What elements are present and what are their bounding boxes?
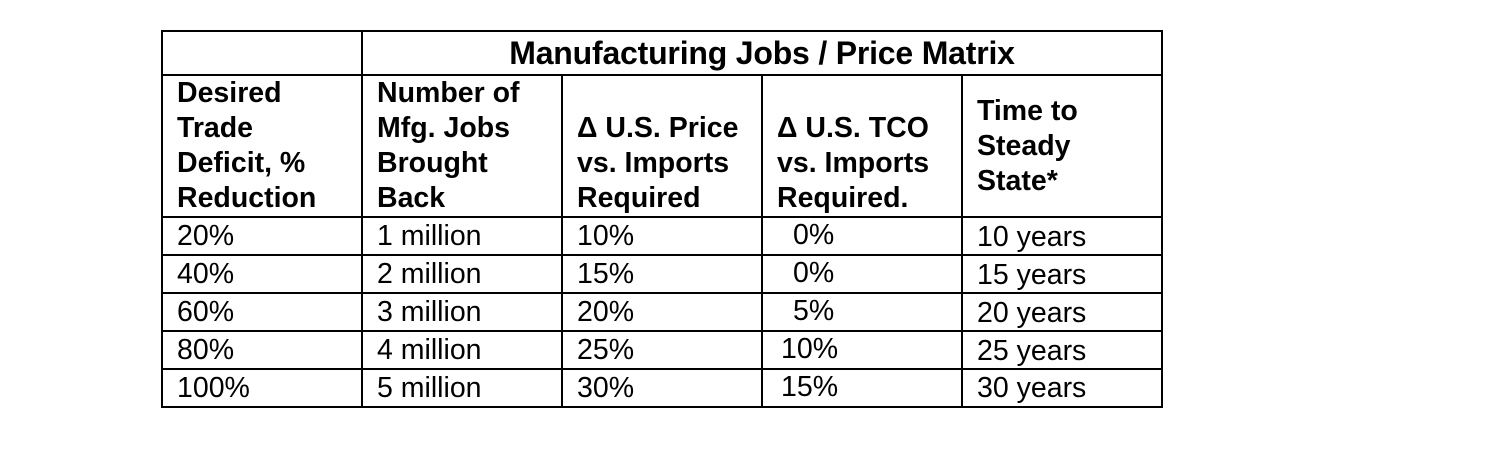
cell-jobs: 3 million (361, 292, 563, 332)
empty-corner-cell (161, 30, 363, 76)
table-row: 20% 1 million 10% 0% 10 years (161, 216, 1163, 256)
cell-jobs: 4 million (361, 330, 563, 370)
cell-price-delta: 10% (561, 216, 763, 256)
table-title: Manufacturing Jobs / Price Matrix (361, 30, 1163, 76)
cell-deficit-reduction: 40% (161, 254, 363, 294)
header-line: Time to (977, 94, 1078, 127)
header-price-delta: Δ U.S. Price vs. Imports Required (561, 74, 763, 218)
header-line: Required (577, 182, 701, 214)
header-line: Desired (177, 77, 282, 109)
header-jobs-brought-back: Number of Mfg. Jobs Brought Back (361, 74, 563, 218)
title-row: Manufacturing Jobs / Price Matrix (161, 30, 1163, 76)
cell-time: 30 years (961, 368, 1163, 408)
header-time-to-steady-state: Time to Steady State* (961, 74, 1163, 218)
header-tco-delta: Δ U.S. TCO vs. Imports Required. (761, 74, 963, 218)
cell-time: 25 years (961, 330, 1163, 370)
header-row: Desired Trade Deficit, % Reduction Numbe… (161, 74, 1163, 218)
cell-tco-delta: 5% (761, 292, 963, 332)
header-line: Deficit, % (177, 147, 306, 179)
header-line: Number of (377, 77, 520, 109)
header-line: Reduction (177, 182, 317, 214)
header-line: Trade (177, 112, 254, 144)
cell-tco-delta: 10% (761, 330, 963, 370)
cell-tco-delta: 0% (761, 216, 963, 256)
cell-jobs: 5 million (361, 368, 563, 408)
header-deficit-reduction: Desired Trade Deficit, % Reduction (161, 74, 363, 218)
table-row: 100% 5 million 30% 15% 30 years (161, 368, 1163, 408)
cell-time: 20 years (961, 292, 1163, 332)
cell-deficit-reduction: 60% (161, 292, 363, 332)
header-line: State* (977, 164, 1058, 197)
cell-jobs: 1 million (361, 216, 563, 256)
header-line: vs. Imports (577, 147, 730, 179)
header-line: Steady (977, 129, 1071, 162)
table-row: 60% 3 million 20% 5% 20 years (161, 292, 1163, 332)
table-row: 40% 2 million 15% 0% 15 years (161, 254, 1163, 294)
cell-time: 15 years (961, 254, 1163, 294)
header-line: Mfg. Jobs (377, 112, 510, 144)
jobs-price-matrix-table: Manufacturing Jobs / Price Matrix Desire… (161, 30, 1163, 408)
cell-price-delta: 15% (561, 254, 763, 294)
header-line: Required. (777, 182, 909, 214)
cell-jobs: 2 million (361, 254, 563, 294)
cell-price-delta: 25% (561, 330, 763, 370)
cell-deficit-reduction: 100% (161, 368, 363, 408)
header-line: Δ U.S. Price (577, 112, 739, 144)
header-line: Back (377, 182, 446, 214)
header-line: vs. Imports (777, 147, 930, 179)
header-line: Brought (377, 147, 488, 179)
cell-deficit-reduction: 80% (161, 330, 363, 370)
cell-price-delta: 20% (561, 292, 763, 332)
cell-time: 10 years (961, 216, 1163, 256)
cell-price-delta: 30% (561, 368, 763, 408)
header-line: Δ U.S. TCO (777, 112, 929, 144)
cell-tco-delta: 0% (761, 254, 963, 294)
table-row: 80% 4 million 25% 10% 25 years (161, 330, 1163, 370)
cell-tco-delta: 15% (761, 368, 963, 408)
cell-deficit-reduction: 20% (161, 216, 363, 256)
